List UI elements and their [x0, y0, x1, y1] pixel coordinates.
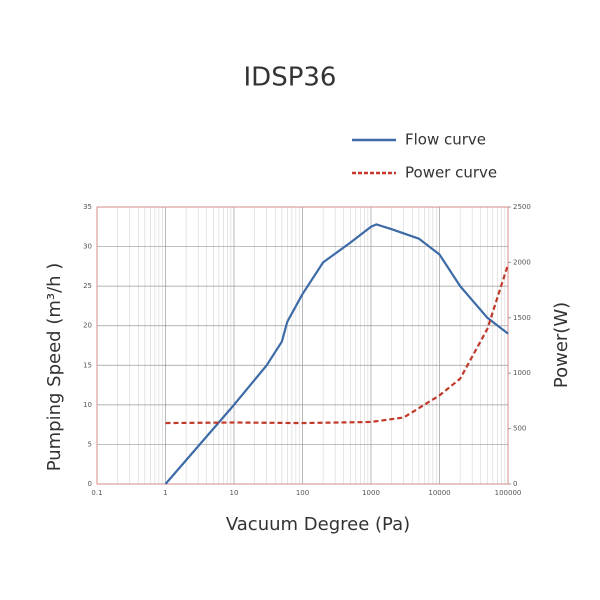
y2-tick-label: 0 [513, 480, 517, 488]
series-line [164, 223, 509, 485]
x-axis-label: Vacuum Degree (Pa) [226, 514, 410, 535]
x-tick-label: 1 [163, 489, 167, 497]
y2-tick-label: 2000 [513, 258, 531, 266]
y-tick-label: 5 [88, 440, 92, 448]
x-tick-label: 100 [296, 489, 309, 497]
series-line [165, 264, 510, 425]
y2-tick-label: 500 [513, 425, 526, 433]
x-tick-label: 0.1 [91, 489, 102, 497]
y-tick-label: 35 [83, 203, 92, 211]
chart-title: IDSP36 [244, 63, 337, 93]
x-tick-label: 1000 [362, 489, 380, 497]
y2-axis-label: Power(W) [551, 302, 572, 388]
y2-tick-label: 2500 [513, 203, 531, 211]
x-tick-label: 10000 [428, 489, 450, 497]
x-tick-label: 10 [230, 489, 239, 497]
y2-tick-label: 1500 [513, 314, 531, 322]
y-tick-label: 10 [83, 401, 92, 409]
y2-tick-label: 1000 [513, 369, 531, 377]
legend-label: Power curve [405, 164, 497, 182]
y-tick-label: 25 [83, 282, 92, 290]
y-axis-label: Pumping Speed (m³/h ) [44, 263, 65, 472]
y-tick-label: 30 [83, 243, 92, 251]
y-tick-label: 20 [83, 322, 92, 330]
x-tick-label: 100000 [495, 489, 522, 497]
y-tick-label: 0 [88, 480, 92, 488]
plot-border [96, 206, 509, 485]
y-tick-label: 15 [83, 361, 92, 369]
legend-label: Flow curve [405, 131, 486, 149]
